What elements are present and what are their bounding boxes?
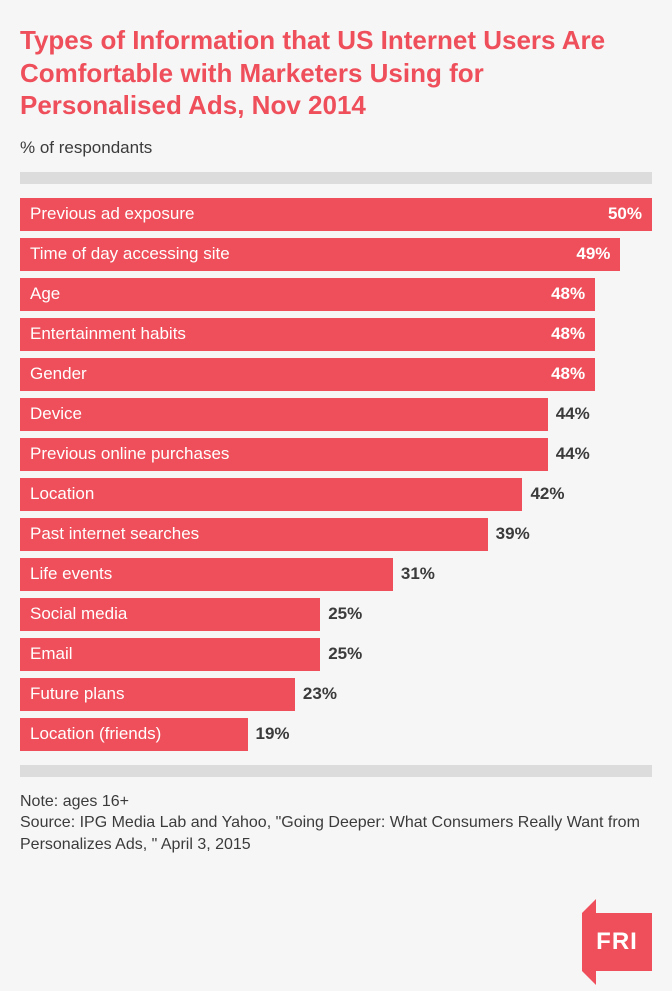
bar-fill: Entertainment habits 48% (20, 318, 595, 351)
note-line: Source: IPG Media Lab and Yahoo, "Going … (20, 812, 652, 855)
bar-row: Time of day accessing site 49% (20, 238, 652, 271)
bar-value: 50% (608, 204, 642, 224)
bar-fill: Previous ad exposure 50% (20, 198, 652, 231)
bar-value: 25% (328, 644, 362, 664)
bar-row: Social media 25% (20, 598, 652, 631)
bar-fill: Life events (20, 558, 393, 591)
bar-row: Age 48% (20, 278, 652, 311)
bar-label: Age (30, 284, 60, 304)
logo-badge: FRI (582, 913, 652, 971)
bar-fill: Future plans (20, 678, 295, 711)
bar-fill: Social media (20, 598, 320, 631)
bar-value: 49% (576, 244, 610, 264)
bar-value: 48% (551, 364, 585, 384)
bar-value: 25% (328, 604, 362, 624)
bar-value: 19% (256, 724, 290, 744)
bar-label: Previous online purchases (30, 444, 229, 464)
bar-row: Gender 48% (20, 358, 652, 391)
bar-row: Location (friends) 19% (20, 718, 652, 751)
bar-fill: Email (20, 638, 320, 671)
bar-label: Social media (30, 604, 127, 624)
bar-value: 44% (556, 404, 590, 424)
bar-value: 48% (551, 324, 585, 344)
bar-fill: Time of day accessing site 49% (20, 238, 620, 271)
bar-fill: Location (friends) (20, 718, 248, 751)
bar-list: Previous ad exposure 50% Time of day acces… (20, 198, 652, 751)
bar-row: Device 44% (20, 398, 652, 431)
bar-value: 44% (556, 444, 590, 464)
bar-fill: Device (20, 398, 548, 431)
note-line: Note: ages 16+ (20, 791, 652, 813)
bar-row: Email 25% (20, 638, 652, 671)
bar-value: 48% (551, 284, 585, 304)
bar-row: Previous ad exposure 50% (20, 198, 652, 231)
bar-label: Time of day accessing site (30, 244, 230, 264)
chart-subtitle: % of respondants (20, 138, 652, 158)
bar-label: Gender (30, 364, 87, 384)
bar-value: 42% (530, 484, 564, 504)
bar-label: Email (30, 644, 73, 664)
bar-row: Previous online purchases 44% (20, 438, 652, 471)
bar-value: 23% (303, 684, 337, 704)
brand-logo: FRI (582, 913, 652, 971)
bar-fill: Location (20, 478, 522, 511)
divider-bottom (20, 765, 652, 777)
bar-fill: Past internet searches (20, 518, 488, 551)
bar-label: Entertainment habits (30, 324, 186, 344)
bar-row: Future plans 23% (20, 678, 652, 711)
chart-card: Types of Information that US Internet Us… (0, 0, 672, 991)
bar-label: Life events (30, 564, 112, 584)
logo-text: FRI (596, 928, 638, 956)
bar-fill: Age 48% (20, 278, 595, 311)
bar-fill: Gender 48% (20, 358, 595, 391)
bar-value: 39% (496, 524, 530, 544)
bar-fill: Previous online purchases (20, 438, 548, 471)
bar-value: 31% (401, 564, 435, 584)
bar-row: Past internet searches 39% (20, 518, 652, 551)
bar-label: Past internet searches (30, 524, 199, 544)
bar-row: Life events 31% (20, 558, 652, 591)
bar-row: Location 42% (20, 478, 652, 511)
chart-note: Note: ages 16+ Source: IPG Media Lab and… (20, 791, 652, 856)
bar-label: Previous ad exposure (30, 204, 194, 224)
bar-label: Device (30, 404, 82, 424)
bar-label: Future plans (30, 684, 125, 704)
bar-label: Location (30, 484, 94, 504)
bar-row: Entertainment habits 48% (20, 318, 652, 351)
divider-top (20, 172, 652, 184)
chart-title: Types of Information that US Internet Us… (20, 24, 652, 122)
bar-label: Location (friends) (30, 724, 161, 744)
